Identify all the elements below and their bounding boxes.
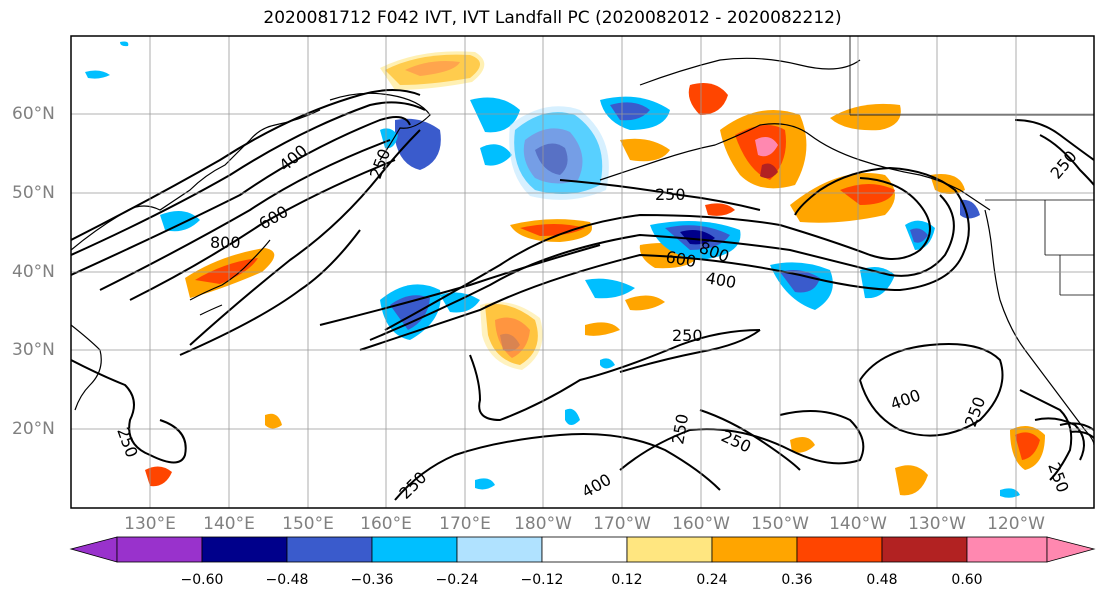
colorbar-swatch — [881, 536, 968, 563]
colorbar-swatch — [201, 536, 288, 563]
lon-label: 150°E — [282, 514, 334, 534]
ivt-contours — [71, 89, 1094, 501]
lon-label: 160°W — [672, 514, 730, 534]
contour-label: 250 — [366, 146, 394, 181]
colorbar-tick-label: 0.60 — [951, 572, 983, 588]
colorbar-tick-label: −0.12 — [520, 572, 564, 588]
colorbar-swatch — [456, 536, 543, 563]
colorbar-tick-label: −0.24 — [435, 572, 479, 588]
contour-label: 250 — [1047, 147, 1081, 183]
lon-label: 140°E — [203, 514, 255, 534]
colorbar-tick-label: 0.12 — [611, 572, 643, 588]
contour-label: 600 — [256, 202, 292, 234]
colorbar-extend-high — [1046, 536, 1096, 563]
lon-label: 120°W — [987, 514, 1045, 534]
colorbar-swatch — [966, 536, 1048, 563]
lat-label: 30°N — [12, 340, 55, 360]
map-frame — [70, 35, 1095, 509]
lat-label: 60°N — [12, 104, 55, 124]
colorbar-tick-label: −0.60 — [180, 572, 224, 588]
colorbar-swatch — [796, 536, 883, 563]
colorbar-extend-low — [69, 536, 118, 563]
contour-label: 250 — [1044, 460, 1072, 495]
colorbar-swatch — [371, 536, 458, 563]
colorbar-swatch — [541, 536, 628, 563]
colorbar-swatch — [711, 536, 798, 563]
lon-label: 140°W — [829, 514, 887, 534]
contour-label: 250 — [668, 412, 692, 445]
colorbar-tick-label: 0.48 — [866, 572, 898, 588]
colorbar-swatch — [286, 536, 373, 563]
contour-label: 250 — [718, 426, 754, 456]
contour-label: 250 — [655, 185, 686, 204]
lat-label: 50°N — [12, 183, 55, 203]
colorbar-tick-label: 0.36 — [781, 572, 813, 588]
colorbar-tick-label: −0.48 — [265, 572, 309, 588]
contour-label: 250 — [672, 326, 703, 345]
contour-label: 400 — [579, 470, 615, 502]
colorbar-tick-label: 0.24 — [696, 572, 728, 588]
gridlines — [71, 36, 1094, 508]
colorbar — [69, 536, 1096, 563]
contour-label: 250 — [395, 468, 430, 503]
colorbar-swatch — [626, 536, 713, 563]
map-title: 2020081712 F042 IVT, IVT Landfall PC (20… — [263, 8, 842, 28]
borders — [849, 36, 1094, 296]
contour-label: 400 — [888, 385, 923, 413]
lon-label: 150°W — [751, 514, 809, 534]
colorbar-tick-label: −0.36 — [350, 572, 394, 588]
lon-label: 160°E — [360, 514, 412, 534]
contour-label: 400 — [704, 268, 737, 292]
colorbar-swatch — [116, 536, 203, 563]
lon-label: 130°W — [908, 514, 966, 534]
lon-label: 130°E — [124, 514, 176, 534]
contour-labels: 400 250 600 800 250 800 600 400 250 250 … — [113, 141, 1080, 503]
lon-label: 170°W — [593, 514, 651, 534]
contour-label: 800 — [210, 233, 241, 252]
contour-label: 250 — [961, 394, 989, 429]
contour-label: 250 — [113, 425, 141, 460]
lon-label: 180°W — [514, 514, 572, 534]
lat-label: 40°N — [12, 262, 55, 282]
lon-label: 170°E — [439, 514, 491, 534]
lat-label: 20°N — [12, 419, 55, 439]
